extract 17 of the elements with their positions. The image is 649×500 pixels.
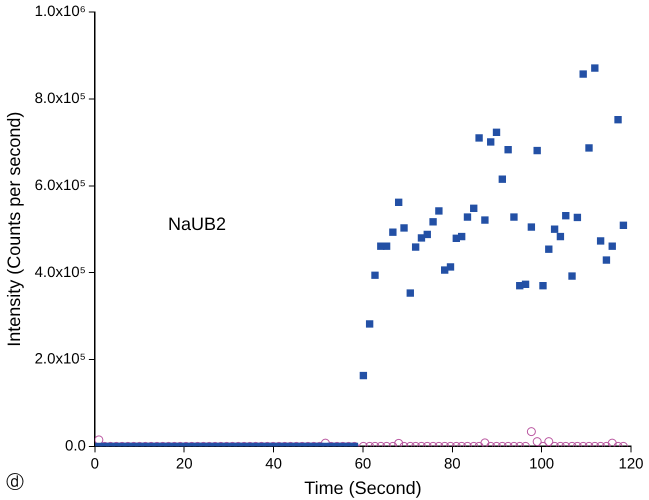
x-tick-label: 20 <box>176 456 193 473</box>
y-tick-label: 0.0 <box>64 438 86 455</box>
y-tick-label: 8.0x10⁵ <box>34 90 86 108</box>
x-tick-label: 100 <box>529 456 554 473</box>
y-axis-title: Intensity (Counts per second) <box>4 112 24 347</box>
x-tick-label: 80 <box>444 456 461 473</box>
x-tick-label: 0 <box>90 456 100 473</box>
annotation: NaUB2 <box>168 214 226 235</box>
y-tick-label: 1.0x10⁶ <box>34 3 86 20</box>
x-axis-title: Time (Second) <box>304 478 422 498</box>
y-tick-label: 6.0x10⁵ <box>34 176 86 194</box>
x-tick-label: 120 <box>618 456 644 473</box>
x-tick-label: 60 <box>354 456 372 473</box>
y-tick-label: 2.0x10⁵ <box>34 350 86 368</box>
text: ⓓ <box>6 471 24 494</box>
y-tick-label: 4.0x10⁵ <box>34 264 86 281</box>
x-tick-label: 40 <box>265 456 282 473</box>
